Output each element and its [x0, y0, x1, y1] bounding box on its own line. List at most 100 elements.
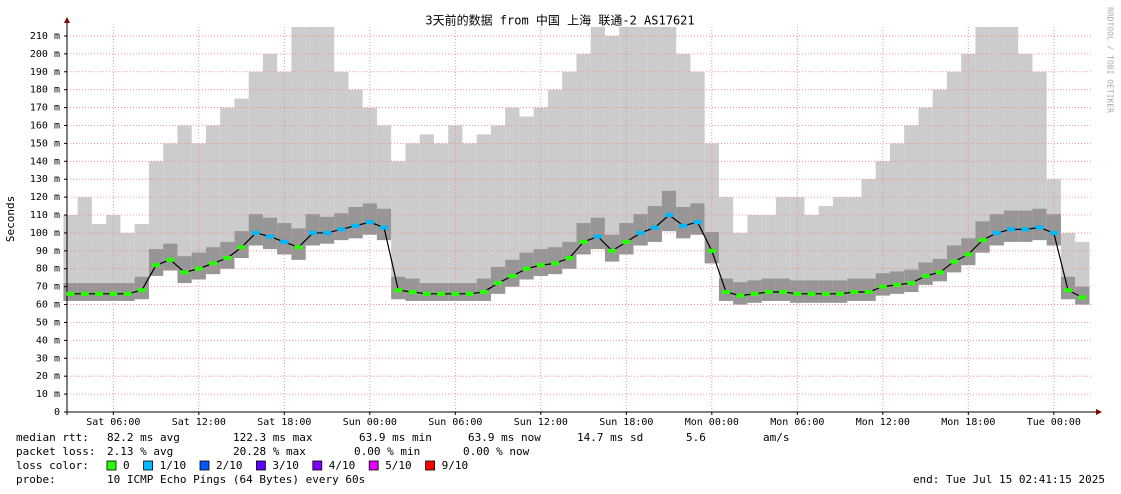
median-point [693, 220, 702, 225]
smoke-inner [262, 217, 278, 250]
smoke-outer [462, 143, 477, 301]
median-point [494, 281, 503, 286]
smoke-outer [419, 134, 434, 301]
median-point [522, 266, 531, 271]
x-tick-label: Sun 12:00 [514, 417, 568, 428]
x-tick-label: Sun 18:00 [599, 417, 653, 428]
smoke-outer [248, 71, 263, 246]
smoke-outer [505, 107, 520, 287]
x-tick-label: Mon 12:00 [856, 417, 910, 428]
smoke-inner [889, 271, 905, 294]
stat-value: 14.7 ms sd [577, 431, 643, 444]
smoke-outer [277, 71, 292, 255]
stat-value: 63.9 ms now [468, 431, 541, 444]
smoke-outer [918, 107, 933, 285]
legend-label: 4/10 [329, 459, 356, 472]
smoke-inner [633, 214, 648, 246]
smoke-inner [576, 223, 591, 255]
smoke-outer [562, 71, 577, 269]
smoke-inner [704, 232, 719, 264]
smoke-outer [148, 161, 164, 276]
stats-label: median rtt: [16, 431, 89, 444]
y-axis-label: Seconds [4, 196, 17, 242]
median-point [66, 291, 75, 296]
chart-title: 3天前的数据 from 中国 上海 联通-2 AS17621 [425, 13, 694, 28]
smoke-outer [818, 206, 833, 303]
median-point [194, 266, 203, 271]
smoke-inner [619, 223, 634, 255]
smoke-outer [661, 27, 677, 232]
y-tick-label: 110 m [30, 210, 60, 221]
x-tick-label: Tue 00:00 [1027, 417, 1081, 428]
y-tick-label: 60 m [36, 300, 60, 311]
probe-label: probe: [16, 473, 56, 486]
smoke-inner [918, 262, 933, 285]
median-point [294, 245, 303, 250]
median-point [836, 291, 845, 296]
smoke-inner [334, 213, 349, 241]
smoke-inner [975, 221, 990, 253]
stat-value: 20.28 % max [233, 445, 306, 458]
median-point [465, 291, 474, 296]
median-point [536, 263, 545, 268]
x-tick-label: Mon 06:00 [770, 417, 824, 428]
smoke-outer [319, 27, 335, 244]
median-point [280, 239, 289, 244]
median-point [251, 230, 260, 235]
median-point [679, 223, 688, 228]
stat-value: 63.9 ms min [359, 431, 432, 444]
y-tick-label: 210 m [30, 31, 60, 42]
smoke-outer [690, 71, 705, 235]
smoke-outer [861, 179, 876, 301]
smoke-outer [262, 53, 278, 250]
end-time: end: Tue Jul 15 02:41:15 2025 [913, 473, 1105, 486]
smoke-inner [861, 278, 876, 301]
median-point [636, 230, 645, 235]
smoke-outer [590, 27, 605, 250]
median-point [622, 239, 631, 244]
y-tick-label: 140 m [30, 156, 60, 167]
smoke-outer [220, 107, 235, 269]
y-tick-label: 130 m [30, 174, 60, 185]
x-tick-label: Sat 06:00 [86, 417, 140, 428]
smoke-inner [718, 278, 734, 301]
smoke-outer [519, 116, 534, 280]
median-point [479, 290, 488, 295]
loss-color-label: loss color: [16, 459, 89, 472]
median-point [807, 291, 816, 296]
smoke-outer [334, 71, 349, 241]
smoke-outer [889, 143, 905, 294]
median-point [1021, 227, 1030, 232]
median-point [821, 291, 830, 296]
median-point [650, 225, 659, 230]
smoke-inner [961, 238, 976, 266]
smoke-outer [1003, 27, 1019, 242]
smoke-outer [205, 125, 221, 275]
median-point [223, 256, 232, 260]
legend-label: 1/10 [160, 459, 187, 472]
axis-arrow [64, 17, 70, 23]
stat-value: 2.13 % avg [107, 445, 173, 458]
smoke-outer [77, 197, 92, 301]
smoke-outer [775, 197, 791, 301]
x-tick-label: Sun 00:00 [343, 417, 397, 428]
smoke-inner [847, 278, 862, 301]
watermark: RRDTOOL / TOBI OETIKER [1106, 7, 1115, 113]
y-tick-label: 180 m [30, 85, 60, 96]
median-point [1078, 295, 1087, 300]
y-tick-label: 80 m [36, 264, 60, 275]
smoke-outer [633, 27, 648, 246]
stats-label: packet loss: [16, 445, 95, 458]
y-tick-label: 200 m [30, 49, 60, 60]
smoke-inner [661, 190, 677, 232]
legend-swatch [425, 460, 436, 471]
legend-label: 9/10 [442, 459, 469, 472]
median-point [608, 248, 617, 253]
smoke-outer [718, 197, 734, 301]
legend-swatch [143, 460, 154, 471]
smoke-inner [832, 280, 848, 303]
y-tick-label: 190 m [30, 67, 60, 78]
x-tick-label: Mon 00:00 [685, 417, 739, 428]
smoke-outer [234, 98, 249, 259]
smoke-outer [91, 223, 107, 301]
